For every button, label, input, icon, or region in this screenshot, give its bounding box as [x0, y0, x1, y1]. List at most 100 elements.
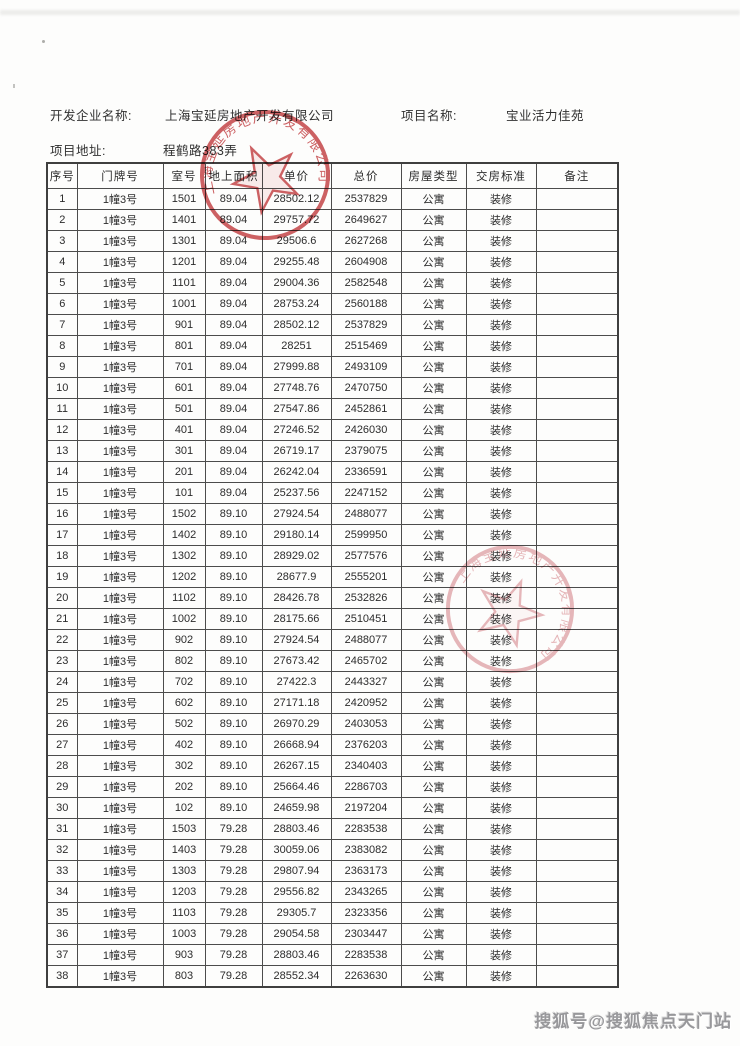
table-cell: 25664.46 — [261, 776, 332, 798]
table-cell: 1 — [46, 188, 78, 210]
table-cell: 1幢3号 — [76, 944, 164, 966]
table-cell: 2323356 — [330, 902, 402, 924]
table-cell: 28502.12 — [261, 314, 332, 336]
table-cell: 1幢3号 — [76, 398, 164, 420]
table-cell — [535, 902, 619, 924]
table-cell: 6 — [46, 293, 78, 315]
table-cell: 29004.36 — [261, 272, 332, 294]
table-cell: 2582548 — [330, 272, 402, 294]
table-cell — [535, 860, 619, 882]
table-cell: 1202 — [162, 566, 206, 588]
table-cell: 89.04 — [204, 188, 263, 210]
table-cell: 501 — [162, 398, 206, 420]
table-cell: 1幢3号 — [76, 650, 164, 672]
table-cell: 89.04 — [204, 230, 263, 252]
column-header: 序号 — [46, 162, 78, 189]
table-cell: 28251 — [261, 335, 332, 357]
table-cell: 公寓 — [400, 440, 467, 462]
table-cell: 2303447 — [330, 923, 402, 945]
table-cell: 2532826 — [330, 587, 402, 609]
table-cell: 35 — [46, 902, 78, 924]
table-cell: 1003 — [162, 923, 206, 945]
table-cell: 装修 — [465, 314, 537, 336]
table-cell: 29054.58 — [261, 923, 332, 945]
table-cell: 1幢3号 — [76, 419, 164, 441]
table-cell: 89.10 — [204, 608, 263, 630]
table-cell: 1幢3号 — [76, 461, 164, 483]
table-cell: 装修 — [465, 209, 537, 231]
table-cell: 公寓 — [400, 608, 467, 630]
table-cell — [535, 713, 619, 735]
table-cell: 装修 — [465, 335, 537, 357]
table-cell: 1102 — [162, 587, 206, 609]
table-cell: 1幢3号 — [76, 692, 164, 714]
table-cell: 16 — [46, 503, 78, 525]
table-cell: 公寓 — [400, 356, 467, 378]
table-cell: 27 — [46, 734, 78, 756]
table-cell — [535, 566, 619, 588]
scan-speck — [13, 84, 15, 88]
table-cell: 2537829 — [330, 314, 402, 336]
table-cell: 89.10 — [204, 713, 263, 735]
table-cell: 29807.94 — [261, 860, 332, 882]
table-cell — [535, 944, 619, 966]
table-cell: 1幢3号 — [76, 503, 164, 525]
table-cell: 1幢3号 — [76, 524, 164, 546]
table-cell: 1幢3号 — [76, 860, 164, 882]
table-cell: 2363173 — [330, 860, 402, 882]
table-cell: 27547.86 — [261, 398, 332, 420]
table-cell: 201 — [162, 461, 206, 483]
table-cell: 2560188 — [330, 293, 402, 315]
table-cell: 89.04 — [204, 398, 263, 420]
table-cell: 1幢3号 — [76, 377, 164, 399]
price-table: 序号 门牌号 室号 地上面积 单价 总价 房屋类型 交房标准 备注 1 1幢3号 1501 89.04… — [46, 162, 619, 988]
table-cell — [535, 692, 619, 714]
table-cell: 装修 — [465, 419, 537, 441]
table-row: 24 1幢3号 702 89.10 27422.3 2443327 公寓 装修 — [46, 671, 619, 693]
table-cell: 29757.72 — [261, 209, 332, 231]
table-cell: 2343265 — [330, 881, 402, 903]
table-cell: 89.04 — [204, 251, 263, 273]
table-cell: 27171.18 — [261, 692, 332, 714]
table-cell: 24659.98 — [261, 797, 332, 819]
table-cell — [535, 839, 619, 861]
table-cell: 89.04 — [204, 482, 263, 504]
table-cell: 89.10 — [204, 734, 263, 756]
table-cell: 公寓 — [400, 461, 467, 483]
table-cell: 2555201 — [330, 566, 402, 588]
table-cell: 102 — [162, 797, 206, 819]
scan-speck — [42, 40, 45, 43]
table-cell: 装修 — [465, 755, 537, 777]
table-cell: 901 — [162, 314, 206, 336]
table-row: 27 1幢3号 402 89.10 26668.94 2376203 公寓 装修 — [46, 734, 619, 756]
table-row: 32 1幢3号 1403 79.28 30059.06 2383082 公寓 装修 — [46, 839, 619, 861]
table-cell: 2283538 — [330, 818, 402, 840]
table-cell — [535, 629, 619, 651]
table-cell: 26242.04 — [261, 461, 332, 483]
table-cell: 25237.56 — [261, 482, 332, 504]
table-cell: 公寓 — [400, 482, 467, 504]
table-cell: 89.04 — [204, 209, 263, 231]
table-row: 18 1幢3号 1302 89.10 28929.02 2577576 公寓 装修 — [46, 545, 619, 567]
table-cell: 1幢3号 — [76, 776, 164, 798]
table-cell: 装修 — [465, 902, 537, 924]
table-cell: 1幢3号 — [76, 545, 164, 567]
table-cell: 1503 — [162, 818, 206, 840]
table-cell: 2403053 — [330, 713, 402, 735]
table-cell: 25 — [46, 692, 78, 714]
table-cell: 公寓 — [400, 251, 467, 273]
table-cell: 1幢3号 — [76, 608, 164, 630]
table-cell: 2263630 — [330, 965, 402, 988]
table-cell: 20 — [46, 587, 78, 609]
table-cell: 9 — [46, 356, 78, 378]
table-cell: 公寓 — [400, 860, 467, 882]
table-cell: 装修 — [465, 377, 537, 399]
table-row: 28 1幢3号 302 89.10 26267.15 2340403 公寓 装修 — [46, 755, 619, 777]
table-cell: 24 — [46, 671, 78, 693]
table-cell: 15 — [46, 482, 78, 504]
table-cell: 2420952 — [330, 692, 402, 714]
table-cell — [535, 209, 619, 231]
table-row: 14 1幢3号 201 89.04 26242.04 2336591 公寓 装修 — [46, 461, 619, 483]
column-header: 交房标准 — [465, 162, 537, 189]
